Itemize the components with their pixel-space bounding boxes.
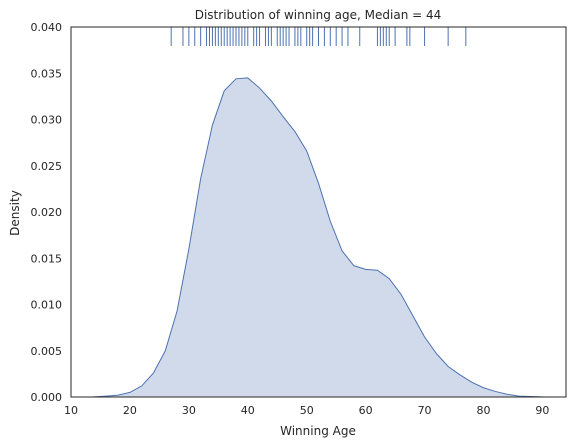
x-tick-label: 70: [418, 404, 432, 417]
x-axis-label: Winning Age: [280, 424, 356, 438]
y-tick-label: 0.020: [31, 206, 63, 219]
y-tick-label: 0.040: [31, 21, 63, 34]
y-tick-label: 0.015: [31, 252, 63, 265]
x-tick-label: 30: [182, 404, 196, 417]
y-tick-label: 0.010: [31, 299, 63, 312]
y-axis-ticks: 0.000 0.005 0.010 0.015 0.020 0.025 0.030 0.035…: [31, 21, 63, 404]
density-line: [91, 77, 546, 398]
rug-marks: [170, 27, 467, 46]
x-tick-label: 80: [477, 404, 491, 417]
plot-frame: [70, 26, 567, 398]
y-tick-label: 0.035: [31, 67, 63, 80]
x-tick-label: 60: [359, 404, 373, 417]
x-tick-label: 50: [300, 404, 314, 417]
x-axis-ticks: 10 20 30 40 50 60 70 80 90: [64, 404, 549, 417]
chart-title: Distribution of winning age, Median = 44: [195, 8, 442, 22]
x-tick-label: 40: [241, 404, 255, 417]
y-axis-label: Density: [8, 190, 22, 236]
y-tick-label: 0.000: [31, 391, 63, 404]
x-tick-label: 10: [64, 404, 78, 417]
density-area: [91, 77, 546, 397]
x-tick-label: 90: [535, 404, 549, 417]
y-tick-label: 0.025: [31, 160, 63, 173]
y-tick-label: 0.005: [31, 345, 63, 358]
plot-area: [91, 77, 546, 398]
y-tick-label: 0.030: [31, 114, 63, 127]
x-tick-label: 20: [123, 404, 137, 417]
